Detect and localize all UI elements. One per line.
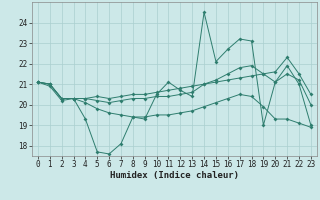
X-axis label: Humidex (Indice chaleur): Humidex (Indice chaleur) xyxy=(110,171,239,180)
